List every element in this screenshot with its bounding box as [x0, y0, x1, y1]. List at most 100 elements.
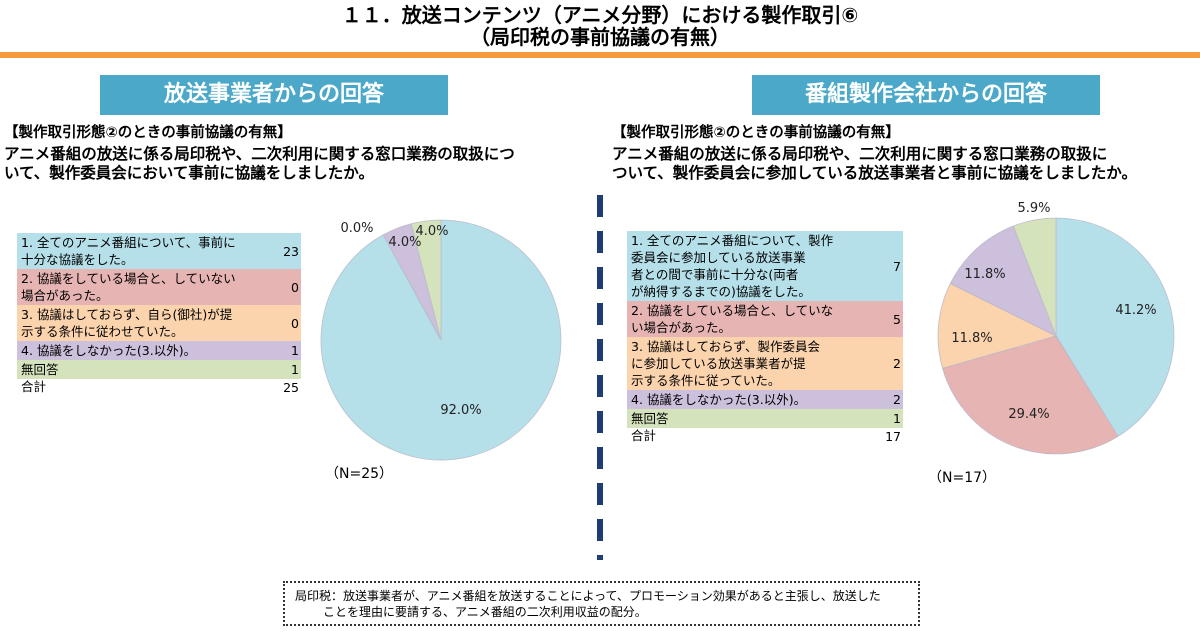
- right-banner: 番組製作会社からの回答: [752, 75, 1100, 115]
- pie-slice: [410, 219, 442, 341]
- left-table-row: 1. 全てのアニメ番組について、事前に 十分な協議をした。 23: [17, 233, 301, 269]
- right-row-label-line: 示する条件に従っていた。: [631, 373, 781, 388]
- right-question: アニメ番組の放送に係る局印税や、二次利用に関する窓口業務の取扱に ついて、製作委…: [612, 145, 1198, 183]
- left-row-value: 1: [291, 362, 299, 377]
- right-table-total-row: 合計 17: [627, 428, 903, 445]
- right-row-label-line: い場合があった。: [631, 320, 732, 335]
- left-row-label-line: 1. 全てのアニメ番組について、事前に: [21, 235, 236, 250]
- right-row-label-line: が納得するまでの)協議をした。: [631, 284, 811, 299]
- right-total-value: 17: [885, 429, 901, 444]
- right-total-label: 合計: [631, 428, 657, 443]
- right-response-table: 1. 全てのアニメ番組について、製作 委員会に参加している放送事業 者との間で事前に…: [627, 231, 903, 445]
- left-row-label-line: 場合があった。: [21, 288, 109, 303]
- left-row-label: 無回答: [17, 360, 273, 379]
- left-pie-chart: 92.0% 0.0% 4.0%4.0%: [320, 219, 562, 461]
- page-title: １１．放送コンテンツ（アニメ分野）における製作取引⑥: [341, 3, 859, 27]
- left-row-value: 23: [283, 243, 299, 259]
- left-question: アニメ番組の放送に係る局印税や、二次利用に関する窓口業務の取扱につ いて、製作委…: [4, 145, 594, 183]
- right-question-line2: ついて、製作委員会に参加している放送事業者と事前に協議をしましたか。: [612, 164, 1137, 182]
- page-subtitle: （局印税の事前協議の有無）: [470, 25, 730, 49]
- right-row-label-line: 1. 全てのアニメ番組について、製作: [631, 233, 834, 248]
- right-row-value: 2: [893, 356, 901, 371]
- pie-slice: [942, 335, 1119, 455]
- left-banner: 放送事業者からの回答: [100, 75, 448, 115]
- left-row-label-line: 3. 協議はしておらず、自ら(御社)が提: [21, 307, 233, 322]
- left-row-value: 0: [291, 279, 299, 295]
- pie-slice-outline: [320, 219, 562, 461]
- right-table-row: 無回答 1: [627, 409, 903, 428]
- left-total-label: 合計: [21, 379, 47, 394]
- right-pie-chart: 41.2% 29.4% 11.8% 11.8% 5.9%: [937, 201, 1175, 455]
- pie-slice-outline: [410, 219, 442, 341]
- pie-data-label: 5.9%: [1017, 201, 1050, 216]
- right-row-value: 1: [893, 411, 901, 426]
- left-question-line1: アニメ番組の放送に係る局印税や、二次利用に関する窓口業務の取扱につ: [4, 145, 515, 163]
- left-row-label: 3. 協議はしておらず、自ら(御社)が提 示する条件に従わせていた。: [17, 305, 273, 341]
- left-row-label-line: 無回答: [21, 362, 59, 377]
- right-row-label-line: 者との間で事前に十分な(両者: [631, 267, 799, 282]
- pie-slice-outline: [937, 282, 1058, 369]
- left-row-label: 2. 協議をしている場合と、していない 場合があった。: [17, 269, 273, 305]
- right-row-label-line: 2. 協議をしている場合と、していな: [631, 303, 834, 318]
- right-table-row: 1. 全てのアニメ番組について、製作 委員会に参加している放送事業 者との間で事前に…: [627, 231, 903, 301]
- pie-slice: [937, 282, 1057, 369]
- left-row-label: 1. 全てのアニメ番組について、事前に 十分な協議をした。: [17, 233, 273, 269]
- left-response-table: 1. 全てのアニメ番組について、事前に 十分な協議をした。 23 2. 協議をしている…: [17, 233, 301, 396]
- header-rule: [0, 52, 1200, 58]
- pie-data-label: 92.0%: [440, 403, 481, 418]
- left-row-value: 1: [291, 343, 299, 358]
- pie-data-label: 11.8%: [951, 331, 992, 346]
- pie-slice-outline: [1012, 217, 1057, 337]
- left-question-line2: いて、製作委員会において事前に協議をしましたか。: [4, 164, 374, 182]
- right-row-label: 4. 協議をしなかった(3.以外)。: [627, 390, 877, 409]
- pie-slice-outline: [942, 335, 1119, 455]
- right-table-row: 3. 協議はしておらず、製作委員会 に参加している放送事業者が提 示する条件に従って…: [627, 337, 903, 390]
- right-row-label: 無回答: [627, 409, 877, 428]
- right-question-line1: アニメ番組の放送に係る局印税や、二次利用に関する窓口業務の取扱に: [612, 145, 1108, 163]
- footnote-line1: 局印税：放送事業者が、アニメ番組を放送することによって、プロモーション効果がある…: [295, 589, 881, 603]
- left-table-row: 無回答 1: [17, 360, 301, 379]
- left-row-value: 0: [291, 315, 299, 331]
- pie-data-label: 4.0%: [415, 224, 448, 239]
- pie-slice-outline: [1055, 217, 1175, 437]
- left-row-label-line: 十分な協議をした。: [21, 252, 134, 267]
- left-question-head: 【製作取引形態②のときの事前協議の有無】: [4, 125, 292, 141]
- footnote-line2: ことを理由に要請する、アニメ番組の二次利用収益の配分。: [323, 605, 647, 619]
- pie-slice: [1012, 217, 1057, 337]
- right-row-label-line: 委員会に参加している放送事業: [631, 250, 806, 265]
- right-n-label: （N=17）: [928, 470, 997, 486]
- pie-data-label: 0.0%: [340, 221, 373, 236]
- left-table-row: 2. 協議をしている場合と、していない 場合があった。 0: [17, 269, 301, 305]
- right-row-label-line: 4. 協議をしなかった(3.以外)。: [631, 392, 807, 407]
- right-row-label: 3. 協議はしておらず、製作委員会 に参加している放送事業者が提 示する条件に従って…: [627, 337, 877, 390]
- right-table-row: 4. 協議をしなかった(3.以外)。 2: [627, 390, 903, 409]
- left-row-label: 4. 協議をしなかった(3.以外)。: [17, 341, 273, 360]
- pie-slice: [949, 225, 1057, 337]
- right-row-label-line: 無回答: [631, 411, 669, 426]
- footnote-box: 局印税：放送事業者が、アニメ番組を放送することによって、プロモーション効果がある…: [283, 581, 920, 626]
- pie-slice-outline: [949, 225, 1057, 337]
- pie-slice: [1055, 217, 1175, 437]
- right-row-label: 1. 全てのアニメ番組について、製作 委員会に参加している放送事業 者との間で事前に…: [627, 231, 877, 301]
- right-row-label-line: 3. 協議はしておらず、製作委員会: [631, 339, 821, 354]
- left-n-label: （N=25）: [325, 466, 394, 482]
- pie-data-label: 11.8%: [964, 267, 1005, 282]
- left-row-label-line: 示する条件に従わせていた。: [21, 324, 184, 339]
- left-table-row: 4. 協議をしなかった(3.以外)。 1: [17, 341, 301, 360]
- left-table-total-row: 合計 25: [17, 379, 301, 396]
- right-table-row: 2. 協議をしている場合と、していな い場合があった。 5: [627, 301, 903, 337]
- right-row-label-line: に参加している放送事業者が提: [631, 356, 806, 371]
- right-row-value: 2: [893, 392, 901, 407]
- right-question-head: 【製作取引形態②のときの事前協議の有無】: [612, 125, 900, 141]
- pie-data-label: 29.4%: [1008, 407, 1049, 422]
- left-table-row: 3. 協議はしておらず、自ら(御社)が提 示する条件に従わせていた。 0: [17, 305, 301, 341]
- right-row-label: 2. 協議をしている場合と、していな い場合があった。: [627, 301, 877, 337]
- column-divider: [597, 195, 603, 560]
- pie-data-label: 41.2%: [1115, 303, 1156, 318]
- left-row-label-line: 4. 協議をしなかった(3.以外)。: [21, 343, 197, 358]
- left-row-label-line: 2. 協議をしている場合と、していない: [21, 271, 236, 286]
- right-row-value: 5: [893, 311, 901, 327]
- left-total-value: 25: [283, 380, 299, 395]
- pie-data-label: 4.0%: [388, 235, 421, 250]
- right-row-value: 7: [893, 258, 901, 274]
